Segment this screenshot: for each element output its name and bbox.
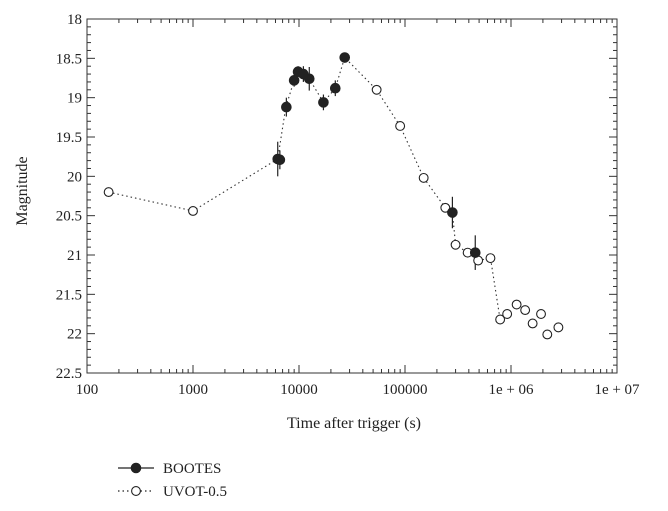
combined-dotted-curve xyxy=(108,56,501,320)
y-tick-label: 22 xyxy=(67,327,82,343)
plot-frame xyxy=(86,18,618,374)
legend-label-bootes: BOOTES xyxy=(163,461,221,477)
x-tick-label: 100 xyxy=(76,382,99,398)
x-tick-label: 1000 xyxy=(178,382,208,398)
bootes-point xyxy=(303,73,315,85)
y-axis: 18 18.5 19 19.5 20 20.5 21 21.5 22 22.5 xyxy=(56,12,617,382)
uvot-point xyxy=(450,239,461,250)
y-axis-title: Magnitude xyxy=(14,156,31,225)
y-tick-label: 22.5 xyxy=(56,366,82,382)
legend-entry-uvot: UVOT-0.5 xyxy=(118,484,227,500)
x-tick-label: 10000 xyxy=(280,382,318,398)
y-tick-label: 19 xyxy=(67,91,82,107)
bootes-point xyxy=(469,247,481,258)
legend: BOOTES UVOT-0.5 xyxy=(118,461,227,500)
y-tick-label: 21.5 xyxy=(56,287,82,303)
y-tick-label: 18 xyxy=(67,12,82,28)
bootes-point xyxy=(339,52,351,63)
connecting-line xyxy=(108,56,501,320)
bootes-point xyxy=(447,207,458,218)
x-tick-label: 100000 xyxy=(383,382,428,398)
y-tick-label: 20 xyxy=(67,169,82,185)
uvot-point xyxy=(527,318,538,329)
uvot-point xyxy=(542,329,553,340)
y-tick-label: 20.5 xyxy=(56,209,82,225)
uvot-point xyxy=(188,205,198,216)
x-tick-label: 1e + 06 xyxy=(488,382,534,398)
uvot-point xyxy=(395,121,406,131)
uvot-point xyxy=(485,253,496,264)
y-tick-label: 18.5 xyxy=(56,51,82,67)
bootes-point xyxy=(288,75,300,86)
uvot-point xyxy=(511,299,522,310)
x-axis: 100 1000 10000 100000 1e + 06 1e + 07 xyxy=(76,19,640,398)
data-markers xyxy=(103,52,564,340)
uvot-point xyxy=(495,314,506,325)
uvot-point xyxy=(418,172,429,183)
uvot-point xyxy=(553,322,564,333)
y-tick-label: 21 xyxy=(67,248,82,264)
legend-entry-bootes: BOOTES xyxy=(118,461,221,477)
plot-border xyxy=(86,18,618,374)
uvot-point xyxy=(371,84,382,95)
bootes-point xyxy=(329,82,341,94)
uvot-point xyxy=(440,202,451,213)
uvot-point xyxy=(536,309,546,319)
bootes-point xyxy=(318,97,329,108)
bootes-point xyxy=(274,154,286,166)
uvot-point xyxy=(103,187,114,198)
bootes-point xyxy=(281,101,292,113)
x-axis-title: Time after trigger (s) xyxy=(287,415,421,432)
legend-marker-uvot xyxy=(131,486,141,496)
uvot-point xyxy=(520,305,531,316)
legend-marker-bootes xyxy=(130,462,142,474)
uvot-point xyxy=(502,309,513,319)
y-tick-label: 19.5 xyxy=(56,130,82,146)
legend-label-uvot: UVOT-0.5 xyxy=(163,484,227,500)
x-tick-label: 1e + 07 xyxy=(594,382,640,398)
